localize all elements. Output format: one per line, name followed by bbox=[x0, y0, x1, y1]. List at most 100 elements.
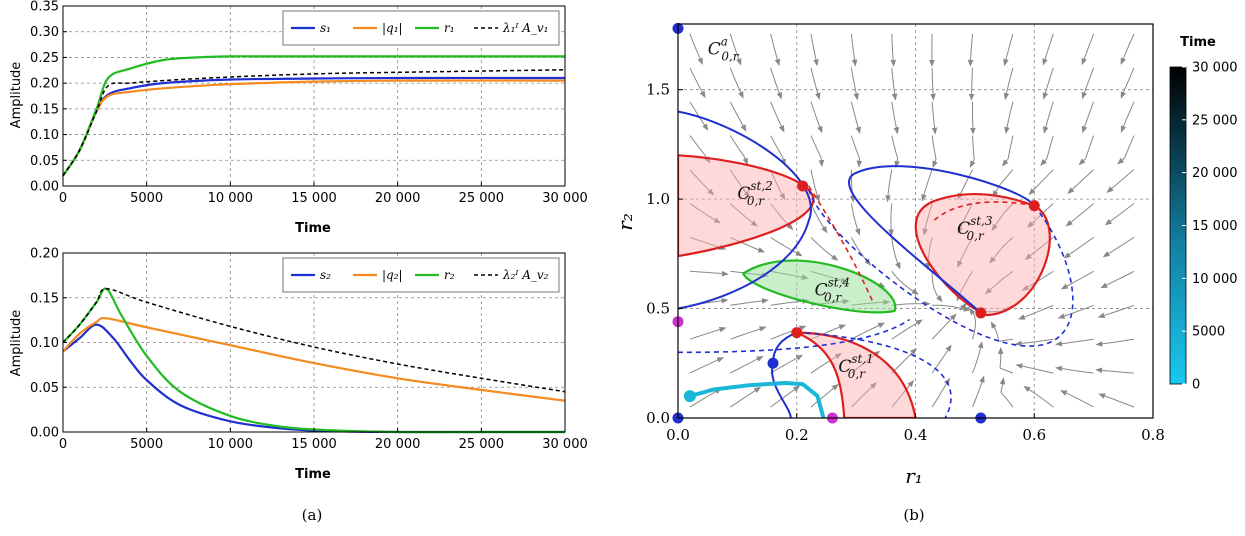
streamline-arrow bbox=[770, 101, 785, 133]
streamline-arrow bbox=[1004, 101, 1014, 135]
streamline-arrow bbox=[1003, 33, 1014, 67]
streamline-arrow bbox=[689, 203, 721, 224]
streamline-arrow bbox=[729, 33, 742, 66]
y-tick-label: 0.10 bbox=[30, 128, 59, 143]
region-label-2: Cst,4 0,r bbox=[815, 275, 850, 304]
streamline-arrow bbox=[891, 237, 901, 270]
streamline-arrow bbox=[810, 353, 842, 374]
streamline-arrow bbox=[1060, 390, 1094, 408]
streamline-arrow bbox=[885, 169, 893, 203]
fixed-point-2 bbox=[975, 307, 987, 319]
colorbar-tick-label: 0 bbox=[1192, 378, 1200, 393]
x-tick-label: 20 000 bbox=[375, 191, 421, 206]
streamline-arrow bbox=[1043, 101, 1054, 134]
series-line-3 bbox=[62, 69, 566, 177]
separatrix-solid-1 bbox=[678, 110, 812, 310]
y-tick-label: 0.00 bbox=[30, 180, 59, 195]
streamline-arrow bbox=[891, 347, 918, 374]
streamline-arrow bbox=[770, 135, 786, 167]
streamline-arrow bbox=[992, 169, 1014, 198]
streamline-arrow bbox=[891, 135, 900, 169]
streamline-arrow bbox=[1102, 236, 1135, 258]
streamline-arrow bbox=[1028, 169, 1054, 196]
colorbar-tick-label: 15 000 bbox=[1192, 219, 1238, 234]
streamline-arrow bbox=[810, 383, 839, 408]
streamline-arrow bbox=[957, 203, 973, 234]
y-tick-label: 0.00 bbox=[30, 426, 59, 441]
x-tick-label: 5000 bbox=[130, 437, 163, 452]
legend-label-3: λ₂ᴵ A_v₂ bbox=[502, 268, 549, 282]
streamline-arrow bbox=[989, 237, 1014, 264]
region-0 bbox=[678, 154, 815, 258]
streamline-arrow bbox=[1015, 363, 1054, 374]
streamline-arrow bbox=[1001, 135, 1014, 167]
legend-label-0: s₂ bbox=[320, 268, 331, 282]
phase-xlabel: r₁ bbox=[905, 464, 923, 488]
streamlines bbox=[689, 33, 1135, 408]
streamline-arrow bbox=[810, 324, 847, 340]
streamline-arrow bbox=[770, 169, 786, 201]
streamline-arrow bbox=[968, 67, 975, 101]
streamline-arrow bbox=[1117, 135, 1135, 165]
streamline-arrow bbox=[959, 302, 973, 311]
streamline-arrow bbox=[850, 67, 859, 101]
streamline-arrow bbox=[1060, 270, 1094, 290]
y-tick-label: 0.35 bbox=[30, 0, 59, 15]
streamline-arrow bbox=[1106, 169, 1135, 193]
streamline-arrow bbox=[810, 135, 825, 168]
streamline-arrow bbox=[730, 386, 762, 408]
fixed-point-0 bbox=[797, 180, 809, 192]
streamline-arrow bbox=[1003, 67, 1014, 101]
phase-x-tick-label: 0.8 bbox=[1141, 426, 1165, 444]
phase-ylabel: r₂ bbox=[613, 213, 637, 231]
streamline-arrow bbox=[1057, 304, 1094, 319]
streamline-arrow bbox=[850, 203, 861, 236]
streamline-arrow bbox=[689, 33, 703, 66]
streamline-arrow bbox=[1095, 367, 1135, 374]
streamline-arrow bbox=[1065, 203, 1094, 227]
x-tick-label: 5000 bbox=[130, 191, 163, 206]
streamline-arrow bbox=[969, 307, 977, 340]
y-tick-label: 0.20 bbox=[30, 77, 59, 92]
colorbar-tick-label: 25 000 bbox=[1192, 113, 1238, 128]
y-tick-label: 0.30 bbox=[30, 25, 59, 40]
streamline-arrow bbox=[1063, 236, 1094, 259]
fixed-point-4 bbox=[767, 357, 779, 369]
streamline-arrow bbox=[957, 237, 973, 268]
streamline-arrow bbox=[1014, 338, 1054, 347]
streamline-arrow bbox=[689, 236, 727, 250]
streamline-arrow bbox=[1040, 135, 1054, 166]
separatrix-dashed-1 bbox=[807, 185, 1074, 347]
plot-top: Time Amplitude 0 5000 10 000 15 000 20 000 25… bbox=[9, 0, 588, 236]
streamline-arrow bbox=[1042, 67, 1054, 100]
streamline-arrow bbox=[1023, 385, 1054, 408]
streamline-arrow bbox=[991, 203, 1014, 232]
streamline-arrow bbox=[689, 357, 725, 374]
legend-label-0: s₁ bbox=[320, 21, 331, 35]
legend-label-3: λ₁ᴵ A_v₁ bbox=[502, 21, 548, 35]
streamline-arrow bbox=[931, 101, 938, 135]
colorbar-tick-label: 5000 bbox=[1192, 325, 1225, 340]
streamline-arrow bbox=[850, 33, 858, 67]
streamline-arrow bbox=[931, 271, 943, 303]
region-label-1: Cst,3 0,r bbox=[957, 214, 993, 243]
legend-label-2: r₁ bbox=[444, 21, 455, 35]
region-label-3: Cst,1 0,r bbox=[838, 352, 873, 381]
streamline-arrow bbox=[969, 135, 976, 168]
streamline-arrow bbox=[1081, 101, 1095, 134]
streamline-arrow bbox=[997, 346, 1014, 374]
plot-bottom: Time Amplitude 0 5000 10 000 15 000 20 000 25… bbox=[9, 247, 588, 483]
streamline-arrow bbox=[729, 169, 751, 198]
streamline-arrow bbox=[1021, 270, 1054, 291]
y-tick-label: 0.05 bbox=[30, 154, 59, 169]
streamline-arrow bbox=[1120, 101, 1135, 133]
streamline-arrow bbox=[931, 313, 957, 340]
streamline-arrow bbox=[1042, 33, 1054, 66]
colorbar: Time 0 5000 10 000 15 000 20 000 25 000 30 000 bbox=[1169, 35, 1238, 393]
phase-y-tick-label: 0.0 bbox=[646, 409, 670, 427]
streamline-arrow bbox=[689, 135, 711, 164]
streamline-arrow bbox=[931, 344, 952, 374]
colorbar-title: Time bbox=[1180, 35, 1216, 50]
streamline-arrow bbox=[810, 33, 819, 67]
phase-content bbox=[678, 24, 1153, 418]
